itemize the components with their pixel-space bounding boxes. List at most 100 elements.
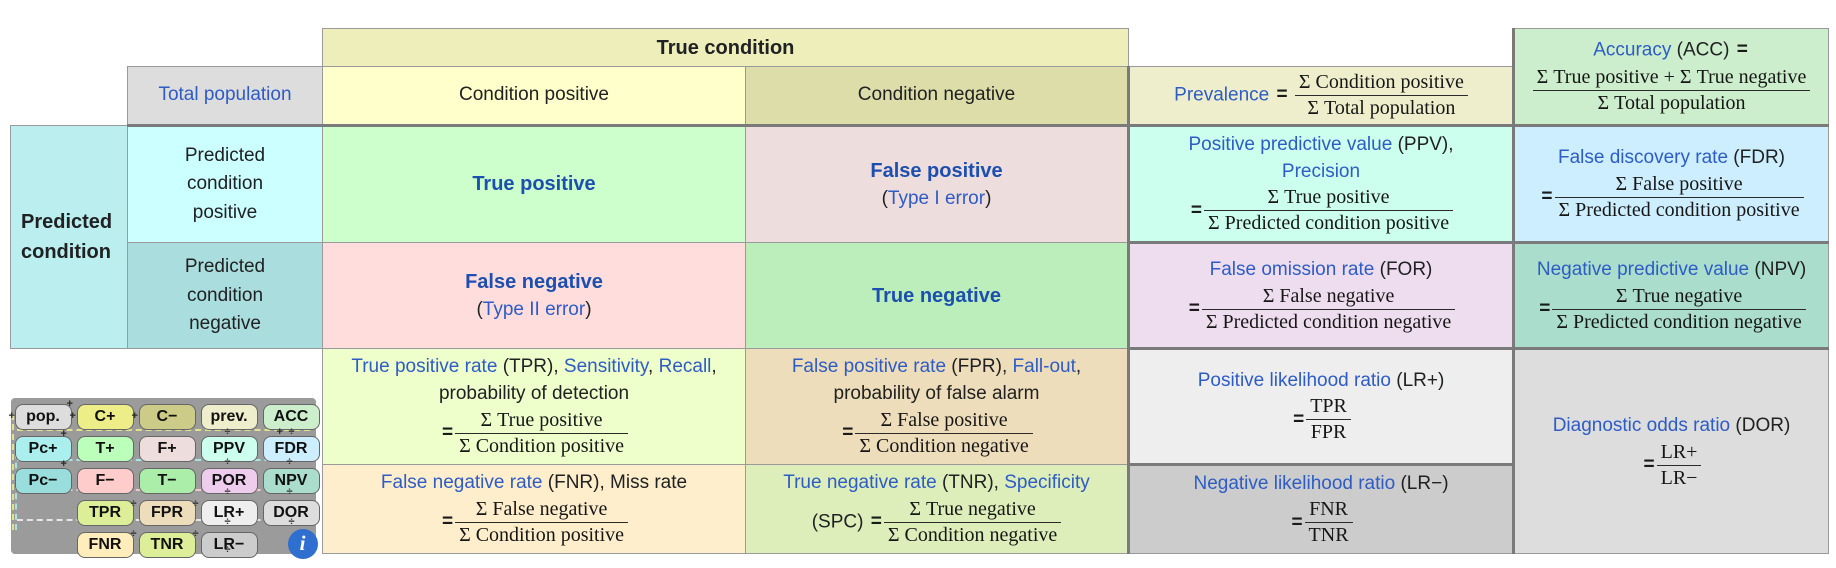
- lr-minus-fraction: FNR TNR: [1304, 498, 1353, 547]
- equals-sign: =: [1291, 511, 1303, 533]
- link-false-omission-rate[interactable]: False omission rate: [1209, 259, 1375, 281]
- operator-divide-icon: ÷: [192, 497, 199, 510]
- link-sensitivity[interactable]: Sensitivity: [563, 356, 649, 378]
- link-type-2-error[interactable]: Type II error: [482, 298, 586, 320]
- fraction-denominator: Σ Predicted condition positive: [1208, 212, 1450, 235]
- diagram-pill-f-plus: F+: [138, 435, 196, 462]
- link-true-negative-rate[interactable]: True negative rate: [783, 472, 937, 494]
- fpr-subtitle: probability of false alarm: [833, 383, 1040, 405]
- diagram-row-1: pop. C+ C− prev. ACC: [14, 403, 320, 430]
- paren-close: ): [585, 298, 592, 320]
- for-fraction: Σ False negative Σ Predicted condition ne…: [1201, 285, 1456, 334]
- link-true-positive-rate[interactable]: True positive rate: [351, 356, 498, 378]
- header-total-population: Total population: [127, 66, 323, 127]
- tpr-subtitle: probability of detection: [438, 383, 630, 405]
- tpr-fraction: Σ True positive Σ Condition positive: [455, 409, 629, 458]
- fraction-denominator: Σ Condition negative: [859, 434, 1029, 457]
- link-false-discovery-rate[interactable]: False discovery rate: [1558, 147, 1729, 169]
- npv-fraction: Σ True negative Σ Predicted condition neg…: [1552, 285, 1806, 334]
- header-predicted-condition-positive: Predicted condition positive: [127, 124, 323, 244]
- cell-npv: Negative predictive value (NPV) = Σ True …: [1512, 242, 1829, 351]
- fraction-numerator: Σ True positive: [455, 409, 629, 434]
- link-false-positive-rate[interactable]: False positive rate: [791, 356, 947, 378]
- operator-divide-icon: ÷: [130, 527, 137, 540]
- dor-fraction: LR+ LR−: [1656, 441, 1702, 490]
- diagram-row-5: FNR TNR LR−: [15, 531, 312, 558]
- ppv-fraction: Σ True positive Σ Predicted condition pos…: [1204, 186, 1454, 235]
- paren-close: ): [985, 187, 992, 209]
- diagram-pill-pc-plus: Pc+: [14, 435, 72, 462]
- cell-fdr: False discovery rate (FDR) = Σ False posi…: [1512, 124, 1829, 245]
- equals-sign: =: [1293, 408, 1305, 430]
- predicted-condition-label: Predicted condition: [21, 211, 113, 264]
- fraction-denominator: LR−: [1660, 466, 1698, 489]
- link-negative-predictive-value[interactable]: Negative predictive value: [1536, 259, 1750, 281]
- confusion-matrix-table: True condition Accuracy (ACC) = Σ True p…: [9, 28, 1829, 559]
- diagram-pill-c-minus: C−: [138, 403, 196, 430]
- header-condition-positive: Condition positive: [322, 66, 746, 127]
- link-diagnostic-odds-ratio[interactable]: Diagnostic odds ratio: [1552, 415, 1731, 437]
- link-specificity[interactable]: Specificity: [1004, 472, 1090, 494]
- relationship-diagram-area: pop. C+ C− prev. ACC Pc+ T+ F+ PPV FDR P…: [9, 348, 323, 559]
- mini-relationship-diagram: pop. C+ C− prev. ACC Pc+ T+ F+ PPV FDR P…: [9, 397, 320, 559]
- diagram-pill-dor: DOR: [262, 499, 320, 526]
- empty-left: [10, 66, 128, 126]
- tpr-abbr: (TPR),: [502, 356, 559, 378]
- link-true-negative[interactable]: True negative: [872, 284, 1001, 307]
- equals-sign: =: [1643, 453, 1655, 475]
- link-accuracy[interactable]: Accuracy: [1593, 39, 1672, 61]
- cell-accuracy: Accuracy (ACC) = Σ True positive + Σ Tru…: [1512, 28, 1829, 127]
- diagram-pill-ppv: PPV: [200, 435, 258, 462]
- fnr-fraction: Σ False negative Σ Condition positive: [455, 498, 629, 547]
- fraction-numerator: Σ True positive + Σ True negative: [1532, 66, 1811, 91]
- equals-sign: =: [441, 421, 454, 443]
- fraction-denominator: Σ Total population: [1597, 91, 1746, 114]
- header-predicted-condition: Predicted condition: [10, 124, 128, 350]
- link-positive-predictive-value[interactable]: Positive predictive value: [1188, 134, 1393, 155]
- equals-sign: =: [1276, 84, 1288, 106]
- empty-above-prevalence: [1128, 28, 1514, 67]
- link-positive-likelihood-ratio[interactable]: Positive likelihood ratio: [1197, 369, 1391, 391]
- operator-plus-icon: +: [69, 409, 76, 422]
- predicted-negative-label: Predicted condition negative: [184, 256, 266, 335]
- link-precision[interactable]: Precision: [1281, 160, 1361, 182]
- cell-for: False omission rate (FOR) = Σ False negat…: [1127, 242, 1514, 351]
- diagram-pill-por: POR: [200, 467, 258, 494]
- operator-divide-icon: ÷: [224, 485, 231, 498]
- link-fall-out[interactable]: Fall-out: [1012, 356, 1076, 378]
- link-true-positive[interactable]: True positive: [472, 173, 596, 196]
- operator-divide-icon: ÷: [288, 425, 295, 438]
- link-false-negative[interactable]: False negative: [465, 271, 603, 294]
- paren-open: (: [881, 187, 888, 209]
- fraction-denominator: Σ Predicted condition negative: [1205, 310, 1452, 333]
- link-type-1-error[interactable]: Type I error: [887, 187, 986, 209]
- cell-lr-minus: Negative likelihood ratio (LR−) = FNR TNR: [1127, 463, 1514, 555]
- fraction-denominator: Σ Predicted condition negative: [1556, 310, 1802, 333]
- link-recall[interactable]: Recall: [658, 356, 712, 378]
- ppv-abbr: (PPV),: [1397, 134, 1454, 155]
- info-icon[interactable]: i: [287, 528, 318, 559]
- link-false-positive[interactable]: False positive: [870, 160, 1003, 182]
- fraction-numerator: LR+: [1656, 441, 1702, 466]
- operator-divide-icon: ÷: [224, 543, 231, 556]
- fraction-numerator: Σ False positive: [855, 409, 1033, 434]
- operator-plus-icon: +: [131, 409, 138, 422]
- link-negative-likelihood-ratio[interactable]: Negative likelihood ratio: [1193, 472, 1396, 494]
- link-total-population[interactable]: Total population: [158, 84, 292, 106]
- accuracy-fraction: Σ True positive + Σ True negative Σ Total…: [1532, 66, 1811, 115]
- link-prevalence[interactable]: Prevalence: [1174, 84, 1270, 106]
- tnr-abbr: (TNR),: [941, 472, 999, 494]
- link-false-negative-rate[interactable]: False negative rate: [380, 472, 543, 494]
- equals-sign: =: [870, 511, 882, 533]
- operator-plus-icon: +: [60, 427, 67, 440]
- operator-divide-icon: ÷: [192, 527, 199, 540]
- diagram-pill-lr-minus: LR−: [200, 531, 258, 558]
- for-abbr: (FOR): [1379, 259, 1433, 281]
- header-true-condition: True condition: [322, 28, 1129, 67]
- tnr-spc-abbr: (SPC): [811, 511, 864, 533]
- diagram-pill-acc: ACC: [262, 403, 320, 430]
- fpr-abbr: (FPR),: [951, 356, 1008, 378]
- cell-tnr: True negative rate (TNR), Specificity (S…: [745, 463, 1129, 555]
- diagram-row-2: Pc+ T+ F+ PPV FDR: [14, 435, 320, 462]
- cell-false-positive: False positive (Type I error): [745, 124, 1129, 244]
